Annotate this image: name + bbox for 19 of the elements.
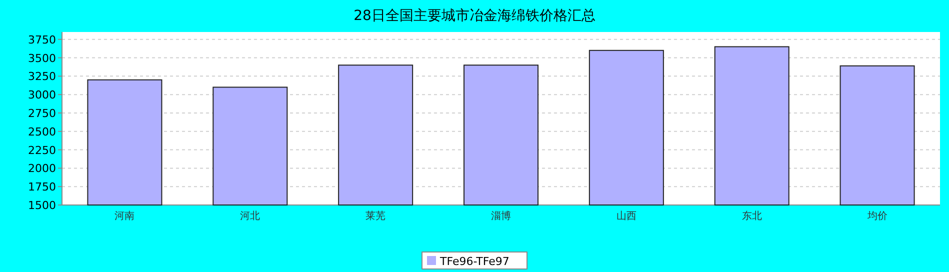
y-tick-label: 2750 [28,106,56,120]
x-tick-label: 东北 [742,210,762,222]
y-tick-label: 3500 [28,52,56,65]
y-tick-label: 3750 [28,33,56,46]
x-tick-label: 河北 [240,210,260,222]
y-tick-label: 2250 [28,144,56,157]
chart-title: 28日全国主要城市冶金海绵铁价格汇总 [354,8,596,24]
x-tick-label: 河南 [114,210,135,222]
legend-label: TFe96-TFe97 [439,255,510,268]
y-tick-label: 1500 [28,199,56,212]
y-tick-label: 3000 [28,88,56,102]
y-tick-label: 3250 [28,70,56,84]
y-tick-label: 1750 [28,180,56,194]
x-tick-label: 淄博 [491,210,511,222]
x-tick-label: 莱芜 [366,210,386,222]
x-tick-label: 均价 [866,210,888,222]
y-tick-label: 2000 [28,162,56,176]
x-tick-label: 山西 [616,210,636,222]
y-tick-label: 2500 [28,125,56,138]
